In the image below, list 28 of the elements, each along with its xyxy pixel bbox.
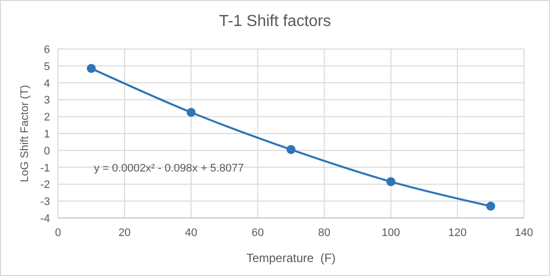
x-tick-label: 120	[448, 227, 467, 239]
y-tick-label: 0	[44, 145, 50, 158]
y-tick-label: 6	[44, 44, 50, 56]
point	[486, 202, 496, 211]
annotation: y = 0.0002x² - 0.098x + 5.8077	[94, 162, 244, 174]
x-tick-label: 140	[514, 227, 534, 239]
y-tick-label: -4	[40, 213, 50, 225]
point	[86, 64, 96, 73]
y-tick-label: -2	[40, 179, 50, 192]
x-tick-label: 20	[118, 227, 131, 239]
y-tick-label: 4	[44, 78, 50, 90]
y-axis-title: LoG Shift Factor (T)	[19, 84, 31, 182]
x-tick-label: 40	[185, 227, 198, 239]
x-tick-label: 100	[382, 227, 400, 239]
x-tick-label: 0	[54, 227, 62, 239]
y-tick-label: 1	[44, 128, 50, 140]
x-axis-title: Temperature (F)	[246, 251, 336, 265]
y-tick-label: 2	[44, 112, 50, 124]
y-tick-label: 3	[44, 94, 50, 107]
y-tick-label: -1	[40, 162, 50, 174]
point	[186, 108, 196, 117]
x-tick-label: 60	[252, 227, 264, 239]
point	[286, 145, 296, 154]
y-tick-label: -3	[40, 196, 50, 208]
y-tick-label: 5	[44, 60, 50, 73]
x-tick-label: 80	[318, 227, 330, 239]
chart-title: T-1 Shift factors	[218, 13, 332, 30]
point	[386, 177, 396, 186]
